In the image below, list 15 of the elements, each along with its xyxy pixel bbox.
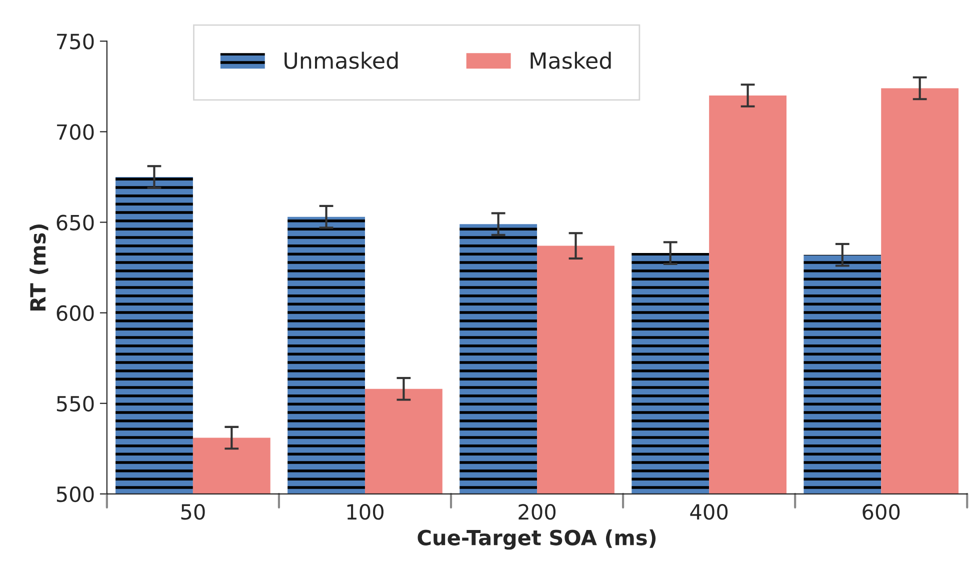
y-tick-label: 550	[56, 396, 94, 412]
x-tick-label: 50	[181, 504, 205, 520]
x-tick-label: 100	[347, 504, 384, 520]
x-tick-label: 400	[690, 504, 728, 520]
x-axis-title: Cue-Target SOA (ms)	[418, 529, 656, 550]
y-axis-title: RT (ms)	[30, 224, 48, 310]
legend-label: Masked	[530, 52, 611, 69]
y-tick-label: 650	[56, 214, 94, 230]
x-tick-label: 600	[862, 504, 900, 520]
y-tick-label: 600	[56, 305, 94, 322]
y-tick-label: 500	[56, 486, 94, 502]
y-tick-label: 750	[57, 34, 94, 50]
x-tick-label: 200	[518, 504, 556, 520]
legend-label: Unmasked	[284, 52, 398, 69]
y-tick-label: 700	[57, 124, 94, 140]
